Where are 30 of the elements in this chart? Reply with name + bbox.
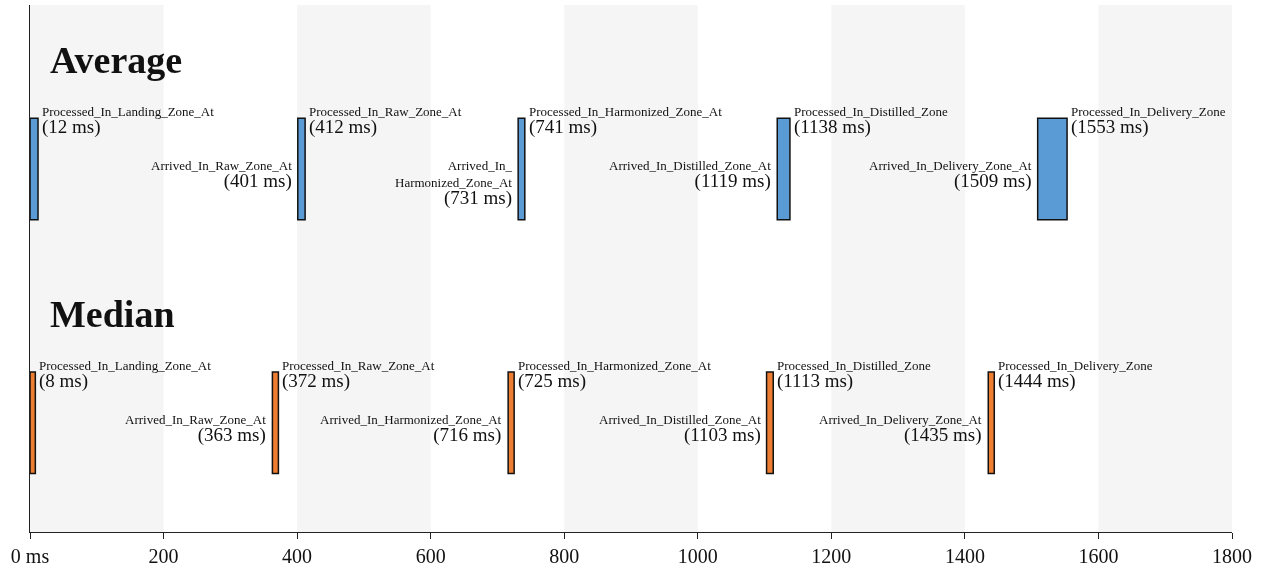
annotation: Processed_In_Distilled_Zone (1113 ms) [777,358,932,392]
annotation: Arrived_In_Distilled_Zone_At (1103 ms) [599,412,762,446]
x-tick-label: 1200 [811,545,852,567]
annotation: Processed_In_Raw_Zone_At (372 ms) [282,358,435,392]
annotation: Arrived_In_Harmonized_Zone_At (716 ms) [320,412,502,446]
annotation: Arrived_In_Delivery_Zone_At (1509 ms) [869,158,1032,192]
annotation: Arrived_In_Raw_Zone_At (363 ms) [125,412,267,446]
annotation: Processed_In_Landing_Zone_At (8 ms) [39,358,212,392]
annotation: Processed_In_Raw_Zone_At (412 ms) [309,104,462,138]
x-tick-label: 1800 [1212,545,1252,567]
x-tick-label: 1600 [1078,545,1119,567]
x-tick-label: 400 [282,545,313,567]
annotation: Processed_In_Harmonized_Zone_At (741 ms) [529,104,723,138]
x-tick-label: 0 ms [10,545,50,567]
annotation: Processed_In_Landing_Zone_At (12 ms) [42,104,215,138]
annotation: Arrived_In_ Harmonized_Zone_At (731 ms) [395,158,513,209]
x-tick-label: 600 [415,545,446,567]
y-tick-label: Median [50,293,175,335]
annotation: Processed_In_Delivery_Zone (1444 ms) [998,358,1153,392]
annotation: Processed_In_Harmonized_Zone_At (725 ms) [518,358,712,392]
y-tick-label: Average [50,39,183,81]
annotation: Processed_In_Distilled_Zone (1138 ms) [794,104,949,138]
annotation: Arrived_In_Delivery_Zone_At (1435 ms) [819,412,982,446]
x-tick-label: 1400 [944,545,985,567]
x-tick-label: 1000 [677,545,718,567]
x-tick-label: 200 [148,545,179,567]
annotation: Processed_In_Delivery_Zone (1553 ms) [1071,104,1226,138]
annotation: Arrived_In_Distilled_Zone_At (1119 ms) [609,158,772,192]
annotation: Arrived_In_Raw_Zone_At (401 ms) [151,158,293,192]
x-tick-label: 800 [549,545,580,567]
